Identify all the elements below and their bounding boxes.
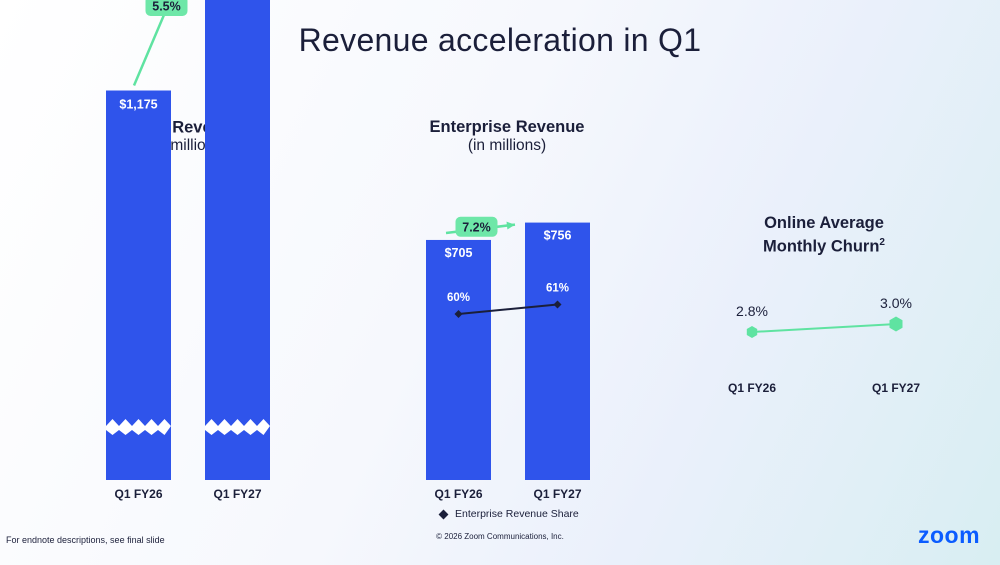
bar-value-label: $756 bbox=[544, 229, 572, 243]
legend-diamond-icon bbox=[438, 509, 449, 519]
share-line bbox=[458, 303, 558, 315]
bar-total-revenue-1 bbox=[205, 0, 270, 480]
footnote: For endnote descriptions, see final slid… bbox=[6, 535, 165, 545]
axis-break-zigzag bbox=[106, 419, 171, 435]
share-point-diamond-icon bbox=[553, 300, 562, 309]
churn-point-hexagon-icon bbox=[746, 326, 758, 338]
share-value-label: 61% bbox=[546, 283, 569, 295]
zoom-logo: zoom bbox=[918, 522, 981, 548]
share-value-label: 60% bbox=[447, 292, 470, 304]
slide-title: Revenue acceleration in Q1 bbox=[298, 22, 702, 58]
legend-label: Enterprise Revenue Share bbox=[455, 508, 579, 520]
growth-badge bbox=[455, 216, 498, 237]
growth-badge-label: 7.2% bbox=[462, 220, 491, 234]
copyright: © 2026 Zoom Communications, Inc. bbox=[436, 532, 564, 541]
x-tick-label: Q1 FY27 bbox=[213, 487, 261, 501]
churn-title: Online Average Monthly Churn2 bbox=[763, 214, 885, 256]
bar-total-revenue-0 bbox=[106, 90, 171, 480]
share-point-diamond-icon bbox=[454, 310, 463, 318]
bar-value-label: $1,175 bbox=[119, 98, 157, 112]
x-tick-label: Q1 FY26 bbox=[114, 487, 162, 501]
x-tick-label: Q1 FY27 bbox=[872, 381, 920, 395]
enterprise-revenue-title: Enterprise Revenue bbox=[429, 118, 585, 136]
enterprise-revenue-subtitle: (in millions) bbox=[467, 137, 547, 154]
axis-break-zigzag bbox=[205, 419, 270, 435]
x-tick-label: Q1 FY26 bbox=[434, 487, 482, 501]
churn-value-label: 2.8% bbox=[736, 303, 768, 319]
x-tick-label: Q1 FY26 bbox=[728, 381, 776, 395]
churn-line bbox=[751, 323, 897, 333]
growth-badge-label: 5.5% bbox=[152, 0, 181, 14]
legend: Enterprise Revenue Share bbox=[438, 508, 579, 520]
x-tick-label: Q1 FY27 bbox=[533, 487, 581, 501]
bar-value-label: $705 bbox=[445, 246, 473, 260]
growth-badge bbox=[145, 0, 188, 16]
churn-value-label: 3.0% bbox=[880, 295, 912, 311]
growth-arrowhead-icon bbox=[506, 221, 515, 230]
bar-enterprise-revenue-1 bbox=[525, 222, 590, 480]
bar-enterprise-revenue-0 bbox=[426, 239, 491, 480]
churn-point-hexagon-icon bbox=[889, 316, 903, 332]
